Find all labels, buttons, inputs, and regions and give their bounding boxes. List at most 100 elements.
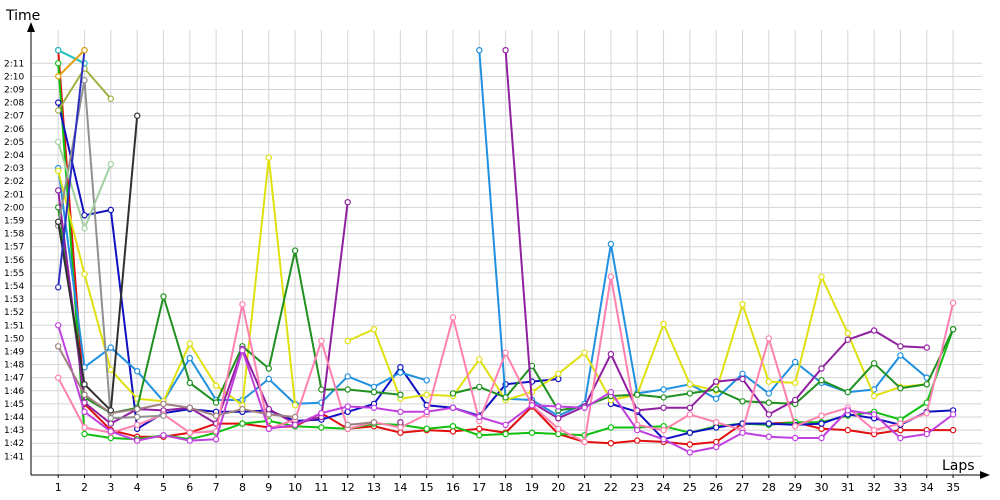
data-point [107,95,115,102]
data-point [844,330,852,337]
data-point [844,388,852,396]
data-point [81,381,88,388]
data-point [713,378,720,385]
data-point [713,424,720,431]
data-point [739,375,746,383]
data-point [133,421,141,429]
data-point [55,284,62,291]
data-point [55,60,62,67]
x-tick-label: 16 [446,481,460,494]
data-point [949,299,957,307]
data-point [449,423,457,430]
data-point [291,413,299,421]
data-point [713,438,720,446]
y-tick-label: 1:53 [4,295,24,305]
series-9 [55,322,957,456]
x-tick-label: 21 [578,481,592,494]
data-point [397,408,404,415]
data-point [502,421,509,429]
data-point [212,382,220,389]
data-point [423,377,430,384]
data-point [370,404,378,411]
data-point [81,408,88,415]
y-axis-title: Time [5,8,40,24]
data-point [291,402,299,409]
data-point [765,378,773,385]
x-tick-label: 10 [288,481,302,494]
data-point [107,160,115,168]
data-point [291,247,299,254]
data-point [397,429,404,436]
data-point [370,419,378,426]
x-tick-label: 3 [107,481,114,494]
y-tick-label: 1:45 [4,400,24,410]
data-point [160,412,167,419]
data-point [713,443,720,451]
y-tick-label: 1:48 [4,361,24,371]
y-tick-label: 1:54 [4,282,24,292]
data-point [897,426,904,434]
x-tick-label: 31 [841,481,855,494]
x-tick-label: 15 [420,481,434,494]
data-point [370,388,378,396]
data-point [792,358,799,366]
data-point [923,409,931,417]
data-point [607,424,615,431]
data-point [765,335,773,342]
data-point [55,322,62,329]
data-point [555,403,562,410]
x-tick-label: 34 [920,481,934,494]
y-tick-label: 1:52 [4,308,24,318]
data-point [107,344,115,351]
y-tick-label: 2:06 [4,125,24,135]
data-point [660,394,667,401]
data-point [949,426,957,434]
data-point [81,212,88,219]
x-tick-label: 32 [867,481,881,494]
y-tick-label: 1:46 [4,387,24,397]
data-point [607,273,615,280]
data-point [607,388,615,396]
y-tick-label: 2:11 [4,59,24,69]
data-point [818,434,825,442]
data-point [476,413,483,421]
data-point [81,430,88,438]
data-point [870,426,878,434]
data-point [344,373,351,380]
data-point [397,369,404,376]
data-point [449,390,457,397]
data-point [186,429,193,436]
data-point [660,404,667,411]
series-17 [55,47,88,80]
y-tick-label: 1:50 [4,334,24,344]
y-tick-label: 1:44 [4,413,24,423]
data-point [81,424,88,431]
data-point [449,428,457,435]
data-point [55,107,62,114]
x-tick-label: 29 [788,481,802,494]
x-tick-label: 28 [762,481,776,494]
data-point [397,391,404,398]
data-point [397,424,404,431]
data-point [634,437,641,444]
series-line [57,50,86,288]
y-tick-label: 2:10 [4,72,24,82]
y-tick-label: 2:00 [4,203,24,213]
data-point [265,405,272,413]
data-point [765,420,773,427]
x-tick-label: 24 [657,481,671,494]
data-point [107,428,115,435]
y-tick-label: 1:41 [4,452,24,462]
data-point [133,112,141,119]
data-point [107,366,115,373]
data-point [739,429,746,436]
y-tick-label: 2:01 [4,190,24,200]
series-line [57,115,139,412]
data-point [423,408,430,415]
series-12 [55,112,141,414]
data-point [660,320,667,328]
data-point [55,99,62,106]
x-tick-label: 12 [341,481,355,494]
data-point [502,430,509,438]
data-point [344,386,351,393]
